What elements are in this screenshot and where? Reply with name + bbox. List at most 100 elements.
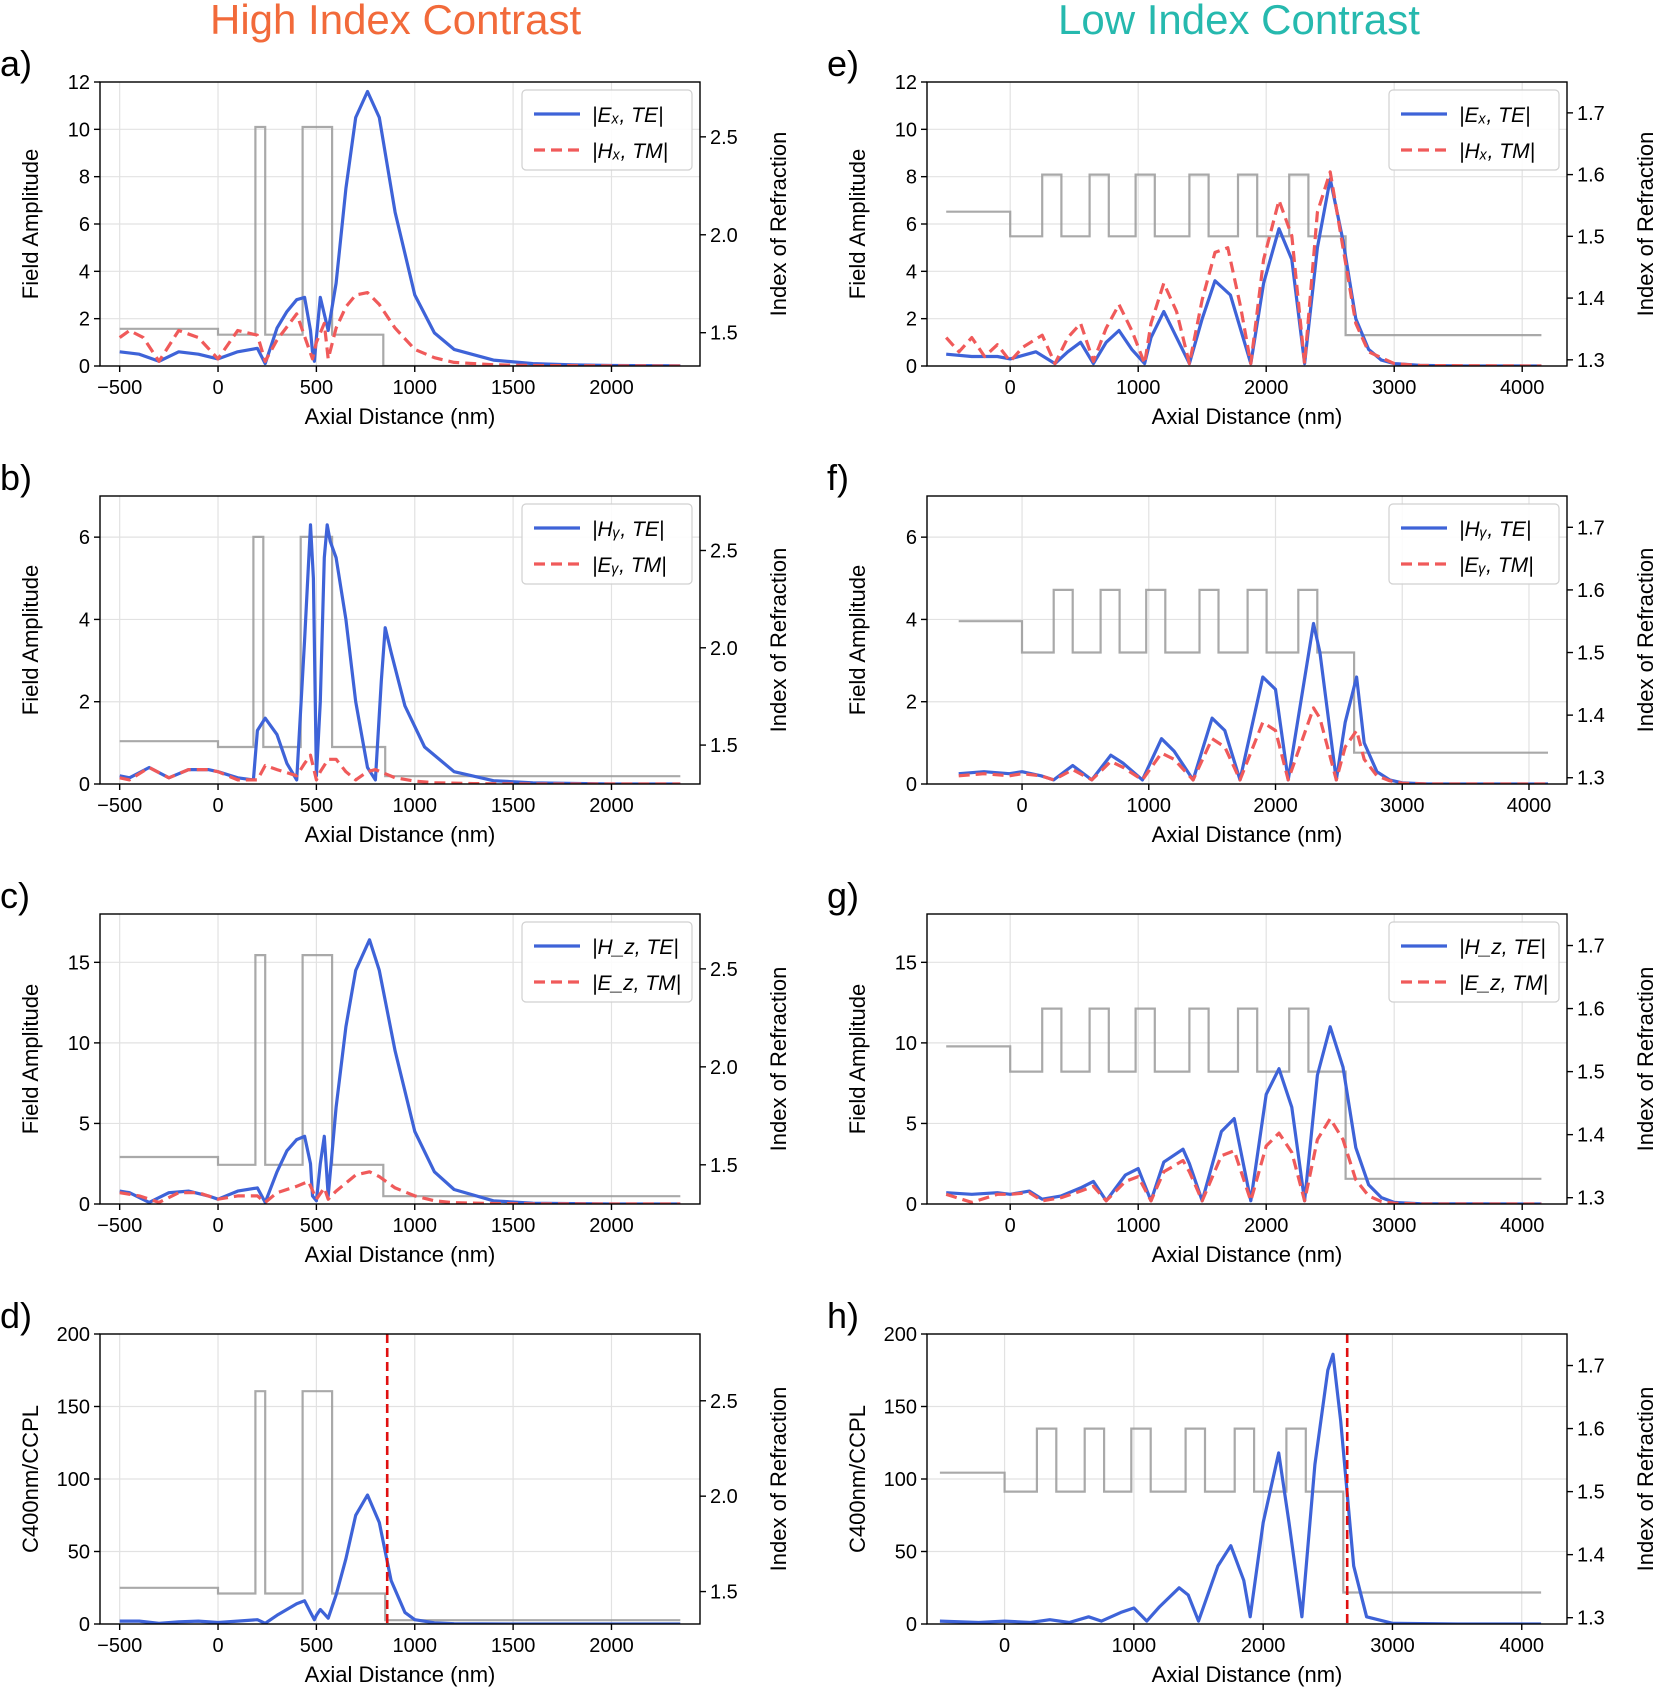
y2-axis-label: Index of Refraction [766, 967, 791, 1152]
x-tick-label: −500 [97, 1635, 142, 1657]
y-tick-label: 6 [906, 214, 917, 236]
x-tick-label: 1000 [1127, 795, 1172, 817]
y-tick-label: 5 [906, 1113, 917, 1135]
x-axis-label: Axial Distance (nm) [1152, 404, 1343, 429]
x-tick-label: 4000 [1499, 1635, 1544, 1657]
legend-label: |Hᵧ, TE| [592, 518, 664, 541]
y2-tick-label: 1.7 [1577, 936, 1605, 958]
y-tick-label: 8 [906, 167, 917, 189]
y2-tick-label: 2.5 [710, 127, 738, 149]
y2-tick-label: 1.3 [1577, 350, 1605, 372]
panel-b: −500 0 500 1000 1500 2000 0 2 4 6 1.5 2.0 2.5 Axial D… [0, 457, 791, 847]
y-tick-label: 50 [68, 1542, 90, 1564]
x-tick-label: 4000 [1500, 1215, 1545, 1237]
legend-label: |Hᵧ, TE| [1459, 518, 1531, 541]
x-tick-label: 0 [212, 1635, 223, 1657]
y-axis-label: Field Amplitude [845, 149, 870, 299]
index-profile-line [946, 173, 1542, 337]
x-tick-label: 1000 [1116, 1215, 1161, 1237]
panel-label: d) [0, 1295, 32, 1336]
y-tick-label: 10 [895, 1033, 917, 1055]
y2-tick-label: 1.3 [1577, 1608, 1605, 1630]
panel-h: 0 1000 2000 3000 4000 0 50 100 150 200 1.3 1.4 1.5 1.… [827, 1295, 1658, 1687]
x-axis-label: Axial Distance (nm) [1152, 822, 1343, 847]
x-tick-label: 1000 [393, 1635, 438, 1657]
x-tick-label: 2000 [589, 1215, 634, 1237]
series-line-te [119, 1493, 681, 1624]
panel-label: f) [827, 457, 849, 498]
y-axis-label: C400nm/CCPL [845, 1405, 870, 1553]
y-tick-label: 2 [79, 309, 90, 331]
x-axis-label: Axial Distance (nm) [305, 1662, 496, 1687]
series-line-te [939, 1352, 1542, 1624]
x-tick-label: −500 [97, 1215, 142, 1237]
y2-axis-label: Index of Refraction [1633, 1387, 1658, 1572]
y2-tick-label: 1.5 [710, 1155, 738, 1177]
x-tick-label: 1000 [393, 795, 438, 817]
y-tick-label: 200 [57, 1324, 90, 1346]
y2-tick-label: 1.3 [1577, 768, 1605, 790]
y-tick-label: 6 [79, 527, 90, 549]
legend-label: |H_z, TE| [592, 936, 679, 959]
y2-axis-label: Index of Refraction [766, 548, 791, 733]
y2-tick-label: 2.5 [710, 959, 738, 981]
y2-tick-label: 1.3 [1577, 1188, 1605, 1210]
y2-tick-label: 1.7 [1577, 103, 1605, 125]
x-tick-label: 2000 [1241, 1635, 1286, 1657]
y-tick-label: 100 [57, 1469, 90, 1491]
y-tick-label: 2 [79, 692, 90, 714]
legend-label: |Eᵧ, TM| [1459, 554, 1534, 577]
panel-e: 0 1000 2000 3000 4000 0 2 4 6 8 10 12 1.3 1.4 1.5 1.6 1.… [827, 43, 1658, 429]
panel-label: e) [827, 43, 859, 84]
y-tick-label: 150 [57, 1397, 90, 1419]
x-tick-label: 500 [300, 1215, 333, 1237]
legend-label: |Eₓ, TE| [592, 104, 663, 127]
index-profile-line [939, 1427, 1542, 1594]
panel-f: 0 1000 2000 3000 4000 0 2 4 6 1.3 1.4 1.5 1.6 1.7 Axia… [827, 457, 1658, 847]
y2-axis-label: Index of Refraction [1633, 548, 1658, 733]
y-tick-label: 4 [79, 261, 90, 283]
series-line-tm [119, 753, 681, 784]
y2-tick-label: 1.6 [1577, 1419, 1605, 1441]
legend: |Eₓ, TE| |Hₓ, TM| [521, 89, 693, 171]
y2-tick-label: 1.5 [1577, 1482, 1605, 1504]
legend: |Hᵧ, TE| |Eᵧ, TM| [1388, 503, 1560, 585]
y-tick-label: 2 [906, 692, 917, 714]
y-tick-label: 0 [79, 774, 90, 796]
x-tick-label: −500 [97, 795, 142, 817]
axes-frame [926, 913, 1568, 1205]
x-tick-label: 0 [1005, 377, 1016, 399]
plot-area [119, 1334, 681, 1624]
y-axis-label: Field Amplitude [845, 984, 870, 1134]
panel-g: 0 1000 2000 3000 4000 0 5 10 15 1.3 1.4 1.5 1.6 1.7 Ax… [827, 875, 1658, 1267]
legend-label: |E_z, TM| [592, 972, 681, 995]
y-tick-label: 15 [68, 952, 90, 974]
index-profile-line [119, 1390, 681, 1622]
y-tick-label: 4 [906, 609, 917, 631]
y2-tick-label: 2.5 [710, 1391, 738, 1413]
y-tick-label: 150 [884, 1397, 917, 1419]
x-tick-label: 2000 [589, 1635, 634, 1657]
x-axis-label: Axial Distance (nm) [305, 1242, 496, 1267]
y-tick-label: 0 [906, 1194, 917, 1216]
x-tick-label: 0 [1016, 795, 1027, 817]
x-axis-label: Axial Distance (nm) [1152, 1662, 1343, 1687]
y-tick-label: 8 [79, 167, 90, 189]
axes-frame [99, 913, 701, 1205]
x-tick-label: 2000 [589, 795, 634, 817]
x-tick-label: 3000 [1370, 1635, 1415, 1657]
x-tick-label: 1000 [393, 1215, 438, 1237]
plot-area [939, 1334, 1542, 1624]
legend: |H_z, TE| |E_z, TM| [521, 921, 693, 1003]
y-tick-label: 6 [79, 214, 90, 236]
x-tick-label: 0 [1005, 1215, 1016, 1237]
legend-box [1388, 503, 1560, 585]
legend-box [521, 503, 693, 585]
y-tick-label: 0 [79, 1194, 90, 1216]
panel-a: −500 0 500 1000 1500 2000 0 2 4 6 8 10 12 1.5 2.0 2.5 Ax… [0, 43, 791, 429]
y2-tick-label: 1.4 [1577, 1125, 1605, 1147]
index-profile-line [946, 1007, 1542, 1180]
legend-label: |Hₓ, TM| [1459, 140, 1535, 163]
plot-area [945, 1007, 1542, 1204]
